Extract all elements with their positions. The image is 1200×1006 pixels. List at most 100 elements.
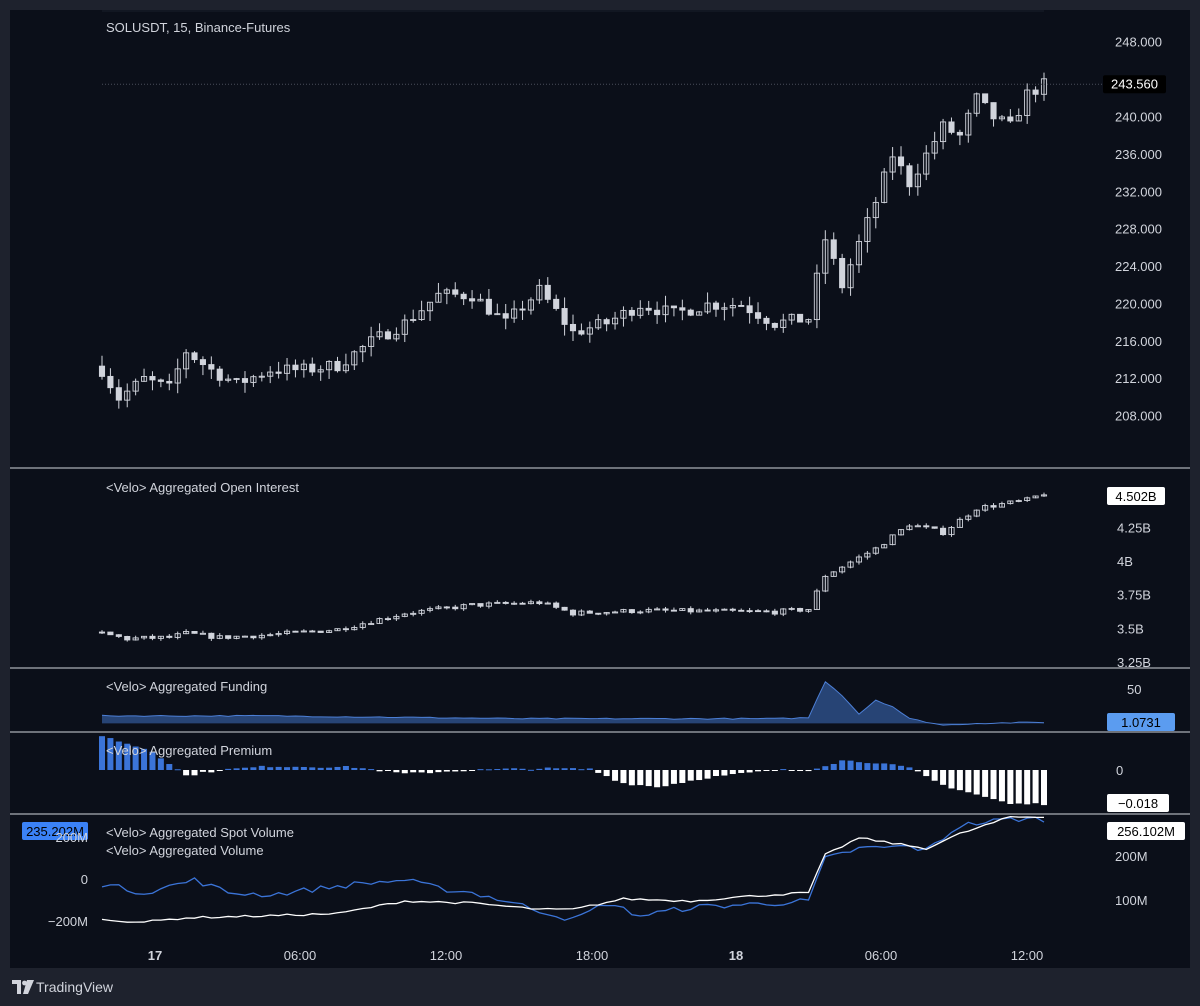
price-last-badge	[1103, 75, 1166, 94]
premium-bar	[965, 770, 972, 793]
oi-candle-body	[553, 602, 560, 608]
premium-bar	[494, 769, 501, 771]
oi-candle-body	[578, 610, 585, 616]
volume-left-value: 235.202M	[26, 824, 84, 839]
funding-last-value: 1.0731	[1121, 715, 1161, 730]
oi-candle-body	[351, 627, 358, 631]
oi-last-badge	[1107, 487, 1165, 505]
price-candle-body	[368, 336, 375, 347]
oi-axis-tick: 3.25B	[1117, 655, 1151, 670]
premium-axis-tick: 0	[1116, 763, 1123, 778]
premium-bar	[721, 770, 728, 776]
price-candle-body	[763, 317, 770, 324]
premium-bar	[141, 748, 148, 770]
price-candle-body	[1015, 115, 1022, 122]
oi-candle-body	[931, 526, 938, 529]
price-candle-body	[469, 298, 476, 302]
volume-right-axis-tick: 200M	[1115, 849, 1148, 864]
premium-bar	[864, 763, 871, 770]
premium-bar	[654, 770, 661, 788]
premium-bar	[275, 766, 282, 770]
oi-candle-body	[267, 634, 274, 637]
funding-axis-tick: 50	[1127, 682, 1141, 697]
premium-bar	[174, 769, 181, 771]
premium-bar	[855, 762, 862, 770]
premium-bar	[889, 764, 896, 770]
oi-candle-body	[410, 612, 417, 615]
price-candle-body	[401, 319, 408, 335]
price-candle-body	[376, 331, 383, 338]
price-candle-body	[679, 307, 686, 311]
price-candle-body	[292, 364, 299, 371]
price-candle-body	[283, 364, 291, 374]
price-axis-tick: 216.000	[1115, 334, 1162, 349]
oi-candle-body	[511, 602, 518, 605]
oi-candle-body	[637, 611, 644, 614]
price-candle-body	[410, 319, 417, 321]
chart-svg[interactable]: 243.560 248.000 240.000 236.000 232.000 228.0…	[10, 10, 1190, 968]
time-axis-tick: 12:00	[430, 948, 463, 963]
premium-bar	[393, 770, 400, 773]
premium-bar	[578, 769, 585, 771]
premium-bar	[990, 770, 997, 800]
premium-bar	[729, 770, 736, 775]
oi-candle-body	[687, 608, 694, 613]
premium-bar	[99, 736, 105, 770]
premium-bar	[376, 770, 383, 772]
oi-candle-body	[342, 628, 349, 631]
oi-candle-body	[368, 623, 375, 626]
premium-bar	[1015, 770, 1022, 804]
oi-candle-body	[460, 604, 467, 610]
oi-candle-body	[225, 635, 232, 639]
oi-candle-body	[384, 618, 392, 621]
volume-left-axis-tick: −200M	[48, 914, 88, 929]
price-candle-body	[250, 376, 257, 383]
price-axis-tick: 224.000	[1115, 259, 1162, 274]
premium-bar	[1007, 770, 1014, 804]
price-candle-body	[166, 380, 173, 384]
oi-candle-body	[275, 633, 282, 636]
oi-candle-body	[729, 608, 736, 611]
premium-bar	[485, 769, 492, 771]
oi-axis-tick: 3.75B	[1117, 588, 1151, 603]
premium-bar	[797, 770, 804, 771]
pane-funding-title: <Velo> Aggregated Funding	[106, 679, 268, 694]
price-candle-body	[233, 378, 240, 380]
oi-candle-body	[393, 615, 400, 620]
oi-candle-body	[1007, 500, 1014, 505]
price-candle-body	[460, 293, 467, 300]
oi-candle-body	[477, 603, 484, 607]
premium-bar	[191, 770, 198, 776]
oi-candle-body	[822, 575, 829, 592]
price-candle-body	[544, 284, 551, 300]
premium-bar	[233, 768, 240, 770]
price-candle-body	[872, 201, 879, 219]
oi-candle-body	[696, 609, 703, 613]
oi-candle-body	[569, 609, 577, 616]
oi-candle-body	[628, 609, 635, 614]
premium-bar	[898, 765, 905, 770]
oi-candle-body	[923, 525, 930, 528]
price-candle-body	[990, 102, 997, 120]
price-axis-tick: 212.000	[1115, 371, 1162, 386]
price-axis-tick: 220.000	[1115, 296, 1162, 311]
price-candle-body	[519, 308, 526, 311]
price-candle-body	[822, 239, 829, 274]
price-candle-body	[569, 323, 577, 332]
price-candle-body	[309, 363, 316, 373]
oi-candle-body	[839, 566, 846, 573]
premium-bar	[124, 743, 131, 770]
oi-candle-body	[258, 634, 265, 639]
pane-volume-title-spot: <Velo> Aggregated Spot Volume	[106, 825, 294, 840]
oi-candle-body	[191, 631, 198, 634]
premium-bar	[620, 770, 627, 784]
oi-candle-body	[233, 635, 240, 639]
oi-candle-body	[166, 635, 173, 638]
price-candle-body	[225, 378, 232, 381]
premium-bar	[956, 770, 963, 791]
premium-bar	[519, 768, 526, 770]
premium-bar	[872, 763, 879, 770]
oi-candle-body	[620, 609, 627, 613]
premium-bar	[132, 746, 139, 770]
price-candle-body	[855, 241, 863, 266]
